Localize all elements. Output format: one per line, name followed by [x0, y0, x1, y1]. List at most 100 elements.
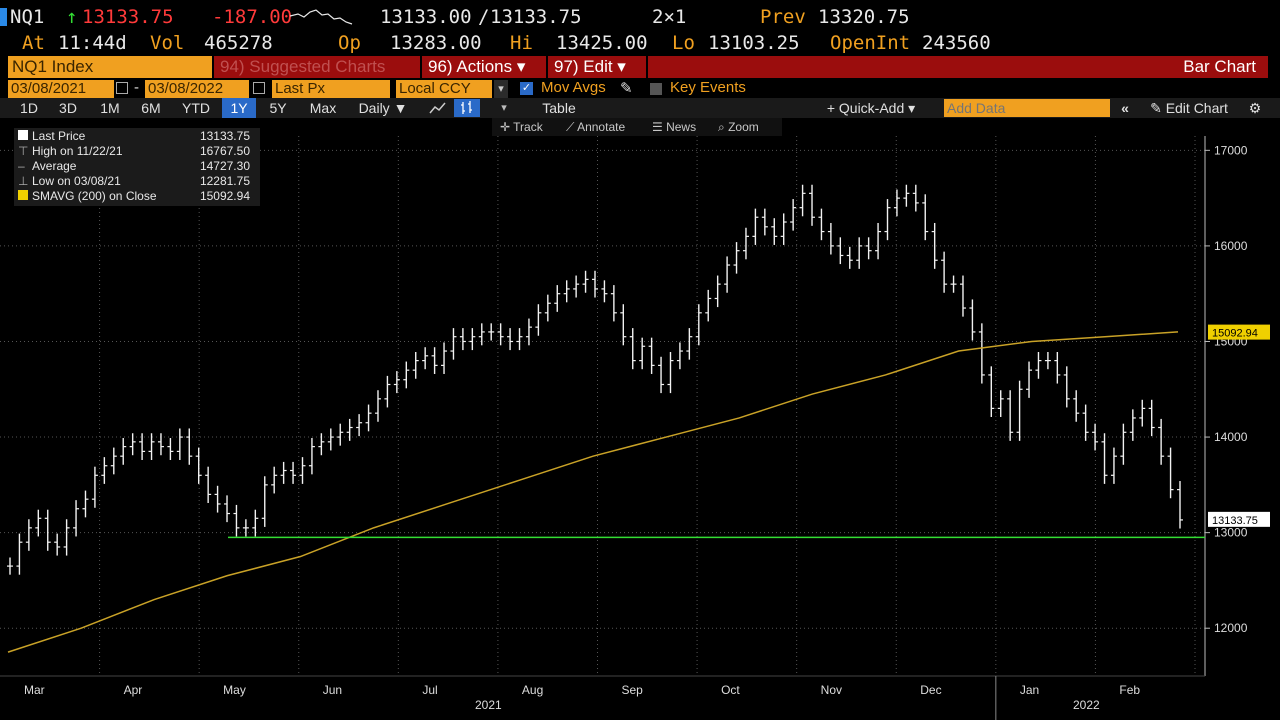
open-label: Op — [338, 32, 361, 54]
actions-menu[interactable]: 96) Actions ▾ — [422, 56, 546, 78]
period-max[interactable]: Max — [309, 100, 337, 116]
currency-select[interactable]: Local CCY — [396, 80, 492, 98]
last-price-tag-label: 13133.75 — [1212, 515, 1258, 527]
zoom-label: Zoom — [728, 120, 759, 134]
bar-chart-icon[interactable] — [454, 99, 480, 117]
zoom-icon: ⌕ — [718, 120, 729, 134]
legend-label: High on 11/22/21 — [32, 144, 123, 158]
annotate-tool[interactable]: ⟋ Annotate — [566, 120, 625, 135]
calendar-icon[interactable] — [253, 82, 265, 94]
legend-sma: SMAVG (200) on Close 15092.94 — [18, 189, 256, 204]
year-label: 2021 — [475, 698, 502, 712]
line-chart-icon[interactable] — [428, 100, 448, 116]
low-value: 13103.25 — [708, 32, 800, 54]
price-field-select[interactable]: Last Px — [272, 80, 390, 98]
key-events-label: Key Events — [670, 79, 746, 96]
period-ytd[interactable]: YTD — [182, 100, 210, 116]
annotate-icon: ⟋ — [566, 120, 578, 134]
period-1y[interactable]: 1Y — [222, 98, 256, 118]
security-field[interactable]: NQ1 Index — [8, 56, 212, 78]
up-arrow-icon: ↑ — [66, 6, 78, 28]
period-3d[interactable]: 3D — [59, 100, 77, 116]
last-price: 13133.75 — [82, 6, 174, 28]
net-change: -187.00 — [212, 6, 293, 28]
volume-label: Vol — [150, 32, 185, 54]
legend-value: 15092.94 — [199, 189, 250, 203]
chart-tools: ✛ Track ⟋ Annotate ☰ News ⌕ Zoom — [0, 118, 1280, 136]
track-tool[interactable]: ✛ Track — [500, 120, 543, 134]
high-marker-icon: ⊤ — [18, 144, 29, 158]
edit-chart-button[interactable]: ✎ Edit Chart — [1140, 98, 1238, 118]
legend-low: ⊥ Low on 03/08/21 12281.75 — [18, 174, 256, 189]
sma-value-tag — [1208, 324, 1270, 340]
sma-value-label: 15092.94 — [1212, 328, 1258, 340]
chart-type-title: Bar Chart — [648, 56, 1268, 78]
add-data-input[interactable] — [944, 99, 1110, 117]
ask-price: 13133.75 — [490, 6, 582, 28]
x-tick-label: May — [223, 683, 246, 697]
edit-chart-label: Edit Chart — [1165, 100, 1228, 116]
end-date-field[interactable]: 03/08/2022 — [145, 80, 249, 98]
period-1d[interactable]: 1D — [20, 100, 38, 116]
zoom-tool[interactable]: ⌕ Zoom — [718, 120, 759, 135]
x-tick-label: Oct — [721, 683, 740, 697]
start-date-field[interactable]: 03/08/2021 — [8, 80, 114, 98]
table-button[interactable]: Table — [542, 100, 576, 116]
period-toolbar: 1D 3D 1M 6M YTD 1Y 5Y Max Daily ▼ ▾ Tabl… — [0, 98, 1280, 118]
y-tick-label: 17000 — [1214, 143, 1248, 157]
period-6m[interactable]: 6M — [141, 100, 161, 116]
frequency-select[interactable]: Daily ▼ — [358, 100, 408, 116]
mov-avgs-label: Mov Avgs — [541, 79, 606, 96]
collapse-icon[interactable]: « — [1121, 100, 1129, 116]
chevron-down-icon[interactable]: ▾ — [494, 80, 508, 98]
x-tick-label: Aug — [522, 683, 543, 697]
y-tick-label: 14000 — [1214, 430, 1248, 444]
quick-add-button[interactable]: + Quick-Add ▾ — [826, 100, 916, 116]
open-interest-value: 243560 — [922, 32, 991, 54]
legend-high: ⊤ High on 11/22/21 16767.50 — [18, 144, 256, 159]
legend-label: SMAVG (200) on Close — [32, 189, 157, 203]
legend-label: Last Price — [32, 129, 86, 143]
period-1m[interactable]: 1M — [100, 100, 120, 116]
chart-legend: Last Price 13133.75 ⊤ High on 11/22/21 1676… — [14, 128, 260, 206]
period-5y[interactable]: 5Y — [269, 100, 287, 116]
track-label: Track — [513, 120, 543, 134]
year-label: 2022 — [1073, 698, 1100, 712]
mov-avgs-checkbox[interactable]: ✓ — [520, 82, 533, 95]
calendar-icon[interactable] — [116, 82, 128, 94]
suggested-charts-button[interactable]: 94) Suggested Charts — [214, 56, 420, 78]
x-tick-label: Feb — [1119, 683, 1140, 697]
average-marker-icon: – — [18, 159, 25, 173]
y-tick-label: 12000 — [1214, 621, 1248, 635]
high-value: 13425.00 — [556, 32, 648, 54]
open-value: 13283.00 — [390, 32, 482, 54]
legend-last-price: Last Price 13133.75 — [18, 129, 256, 144]
news-tool[interactable]: ☰ News — [652, 120, 696, 134]
legend-value: 16767.50 — [199, 144, 250, 158]
chart-style-dropdown[interactable]: ▾ — [501, 102, 507, 114]
x-tick-label: Dec — [920, 683, 941, 697]
crosshair-icon: ✛ — [500, 120, 514, 134]
legend-label: Average — [32, 159, 77, 173]
quote-header: NQ1 ↑ 13133.75 -187.00 13133.00 / 13133.… — [0, 0, 1280, 56]
x-tick-label: Mar — [24, 683, 45, 697]
x-tick-label: Jan — [1020, 683, 1039, 697]
y-tick-label: 16000 — [1214, 239, 1248, 253]
legend-label: Low on 03/08/21 — [32, 174, 121, 188]
edit-menu[interactable]: 97) Edit ▾ — [548, 56, 646, 78]
date-separator: - — [134, 79, 139, 96]
open-interest-label: OpenInt — [830, 32, 911, 54]
low-label: Lo — [672, 32, 695, 54]
volume-value: 465278 — [204, 32, 273, 54]
last-price-tag — [1208, 511, 1270, 527]
sma-swatch — [18, 190, 28, 200]
ticker[interactable]: NQ1 — [10, 6, 45, 28]
legend-value: 12281.75 — [199, 174, 250, 188]
x-tick-label: Nov — [821, 683, 842, 697]
key-events-checkbox[interactable] — [650, 83, 662, 95]
gear-icon[interactable]: ⚙ — [1248, 100, 1262, 116]
pencil-icon[interactable]: ✎ — [620, 80, 633, 97]
annotate-label: Annotate — [577, 120, 626, 134]
x-tick-label: Sep — [622, 683, 644, 697]
